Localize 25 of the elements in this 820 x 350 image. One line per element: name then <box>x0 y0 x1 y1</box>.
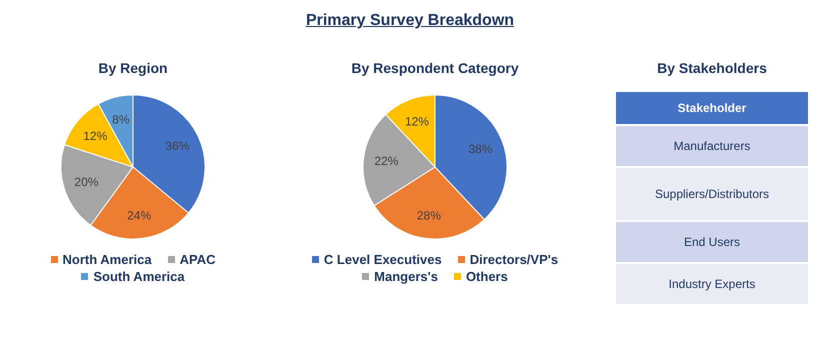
data-label: 20% <box>74 175 99 190</box>
data-label: 22% <box>374 154 399 168</box>
data-label: 8% <box>112 112 130 127</box>
legend-label: Others <box>466 269 508 284</box>
legend-label: South America <box>93 269 185 284</box>
data-label: 12% <box>83 128 108 143</box>
data-label: 12% <box>404 114 430 128</box>
data-label: 24% <box>127 208 152 223</box>
legend-label: Mangers's <box>374 269 438 284</box>
category-label: Suppliers/Distributors <box>654 187 770 201</box>
data-label: 38% <box>468 142 493 156</box>
data-label: 28% <box>416 208 442 223</box>
category-label: End Users <box>684 235 740 249</box>
category-label: Industry Experts <box>668 277 756 291</box>
legend-label: C Level Executives <box>324 252 442 267</box>
legend-label: Directors/VP's <box>470 252 558 267</box>
text: Primary Survey Breakdown <box>304 11 516 30</box>
chart-title: By Region <box>98 60 168 78</box>
category-label: Stakeholder <box>616 92 808 124</box>
text: By Stakeholders <box>657 60 767 78</box>
chart-title: By Respondent Category <box>351 60 519 78</box>
legend-label: North America <box>62 252 152 267</box>
legend-label: APAC <box>180 252 216 267</box>
category-label: Manufacturers <box>674 139 750 153</box>
data-label: 36% <box>165 139 190 154</box>
